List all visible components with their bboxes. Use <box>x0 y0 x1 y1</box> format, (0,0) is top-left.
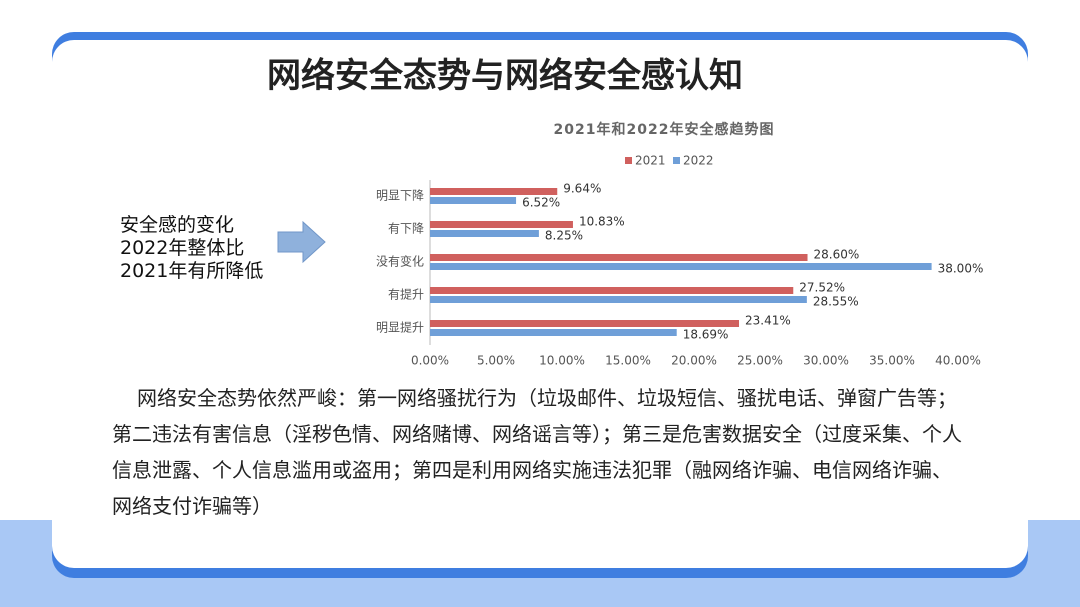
arrow <box>277 220 326 264</box>
bar <box>430 263 932 270</box>
x-tick-label: 15.00% <box>605 354 651 368</box>
x-tick-label: 10.00% <box>539 354 585 368</box>
value-label: 28.60% <box>814 248 860 262</box>
y-tick-label: 明显提升 <box>376 320 424 335</box>
x-tick-label: 40.00% <box>935 354 981 368</box>
bar <box>430 287 794 294</box>
x-tick-label: 0.00% <box>411 354 449 368</box>
value-label: 6.52% <box>522 196 560 210</box>
value-label: 23.41% <box>745 314 791 328</box>
card <box>52 40 1028 568</box>
bar <box>430 188 558 195</box>
y-tick-label: 有提升 <box>388 287 424 302</box>
value-label: 8.25% <box>545 229 583 243</box>
bar <box>430 296 807 303</box>
bar <box>430 329 677 336</box>
bar <box>430 254 808 261</box>
bar <box>430 197 517 204</box>
bar <box>430 221 573 228</box>
x-tick-label: 20.00% <box>671 354 717 368</box>
value-label: 10.83% <box>579 215 625 229</box>
x-tick-label: 25.00% <box>737 354 783 368</box>
legend-label: 2022 <box>683 154 714 168</box>
legend-label: 2021 <box>635 154 666 168</box>
side-note-line: 安全感的变化 <box>120 214 235 236</box>
x-tick-label: 30.00% <box>803 354 849 368</box>
side-note-line: 2022年整体比 <box>120 237 245 259</box>
value-label: 28.55% <box>813 295 859 309</box>
side-note: 安全感的变化 2022年整体比 2021年有所降低 <box>120 214 263 283</box>
y-tick-label: 明显下降 <box>376 189 424 203</box>
y-tick-label: 有下降 <box>388 222 424 236</box>
x-tick-label: 35.00% <box>869 354 915 368</box>
slide-title: 网络安全态势与网络安全感认知 <box>267 56 743 96</box>
legend-swatch <box>673 157 680 164</box>
paragraph: 网络安全态势依然严峻：第一网络骚扰行为（垃圾邮件、垃圾短信、骚扰电话、弹窗广告等… <box>112 386 962 518</box>
value-label: 38.00% <box>938 262 984 276</box>
chart-title: 2021年和2022年安全感趋势图 <box>554 121 775 138</box>
value-label: 18.69% <box>683 328 729 342</box>
value-label: 27.52% <box>799 281 845 295</box>
bar <box>430 230 539 237</box>
y-tick-label: 没有变化 <box>376 254 424 269</box>
legend-swatch <box>625 157 632 164</box>
value-label: 9.64% <box>563 182 601 196</box>
side-note-line: 2021年有所降低 <box>120 260 264 282</box>
bar <box>430 320 740 327</box>
x-tick-label: 5.00% <box>477 354 515 368</box>
